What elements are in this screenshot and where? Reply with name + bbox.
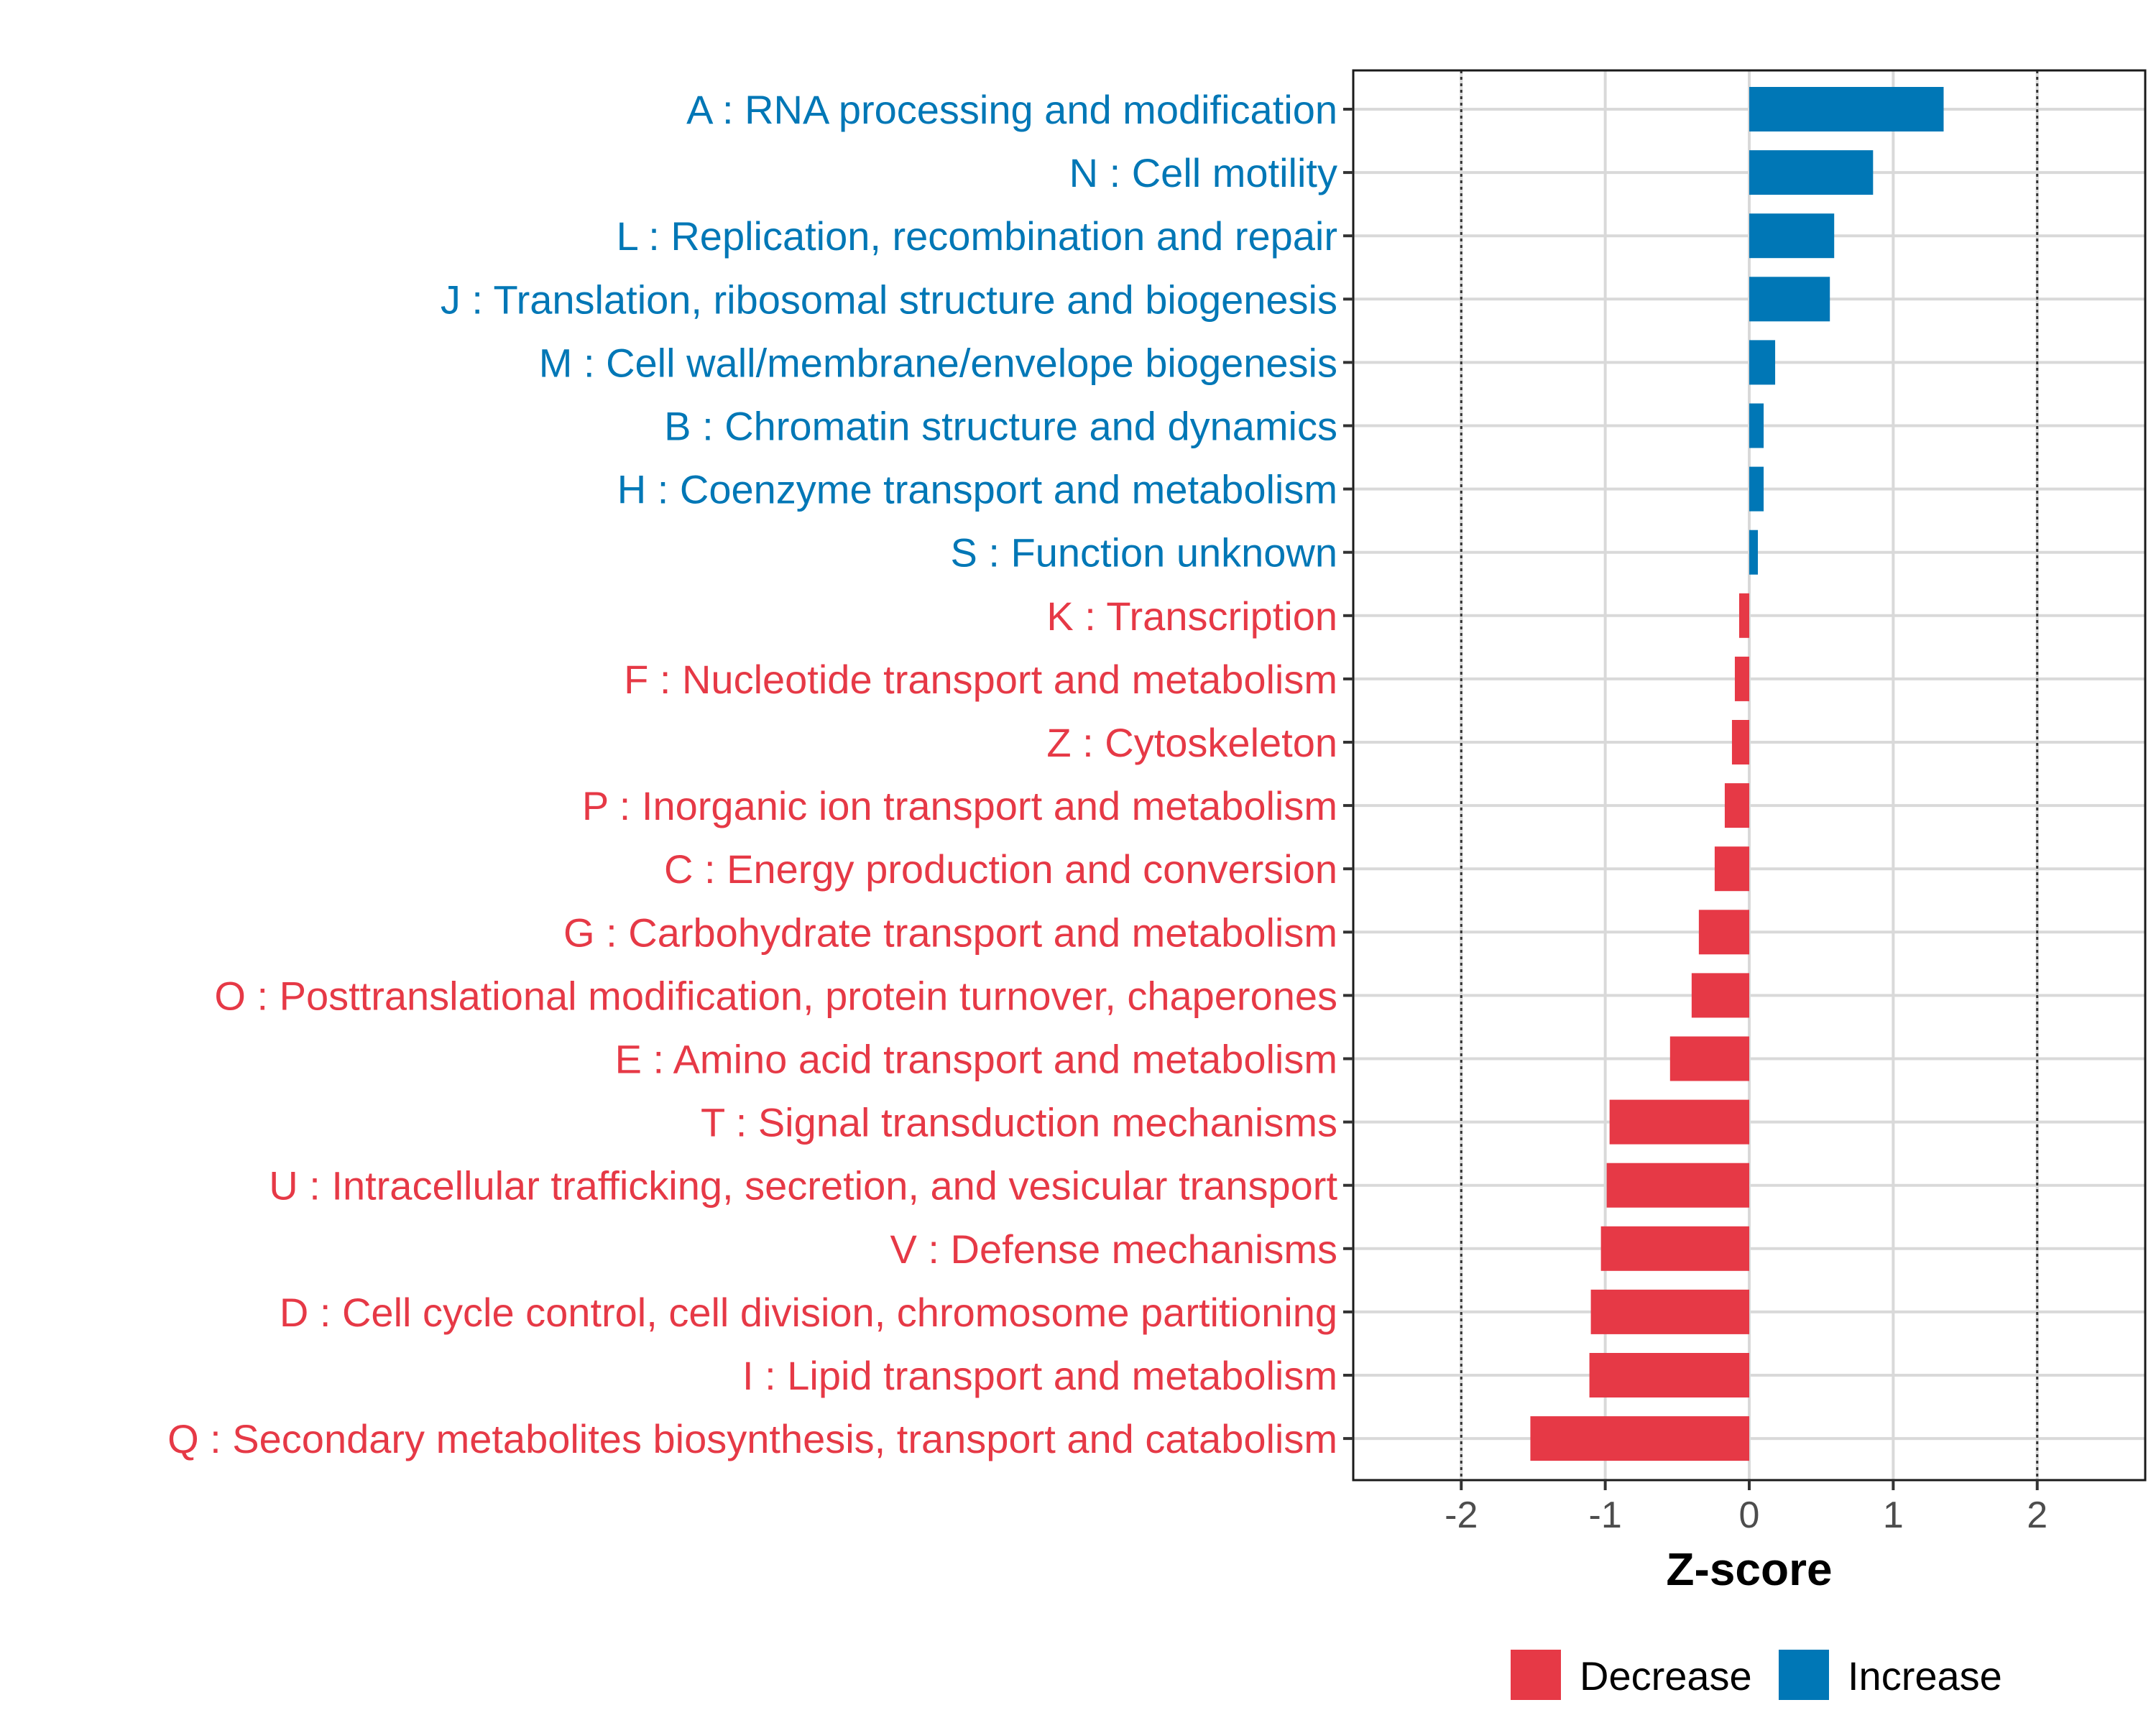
category-label: D : Cell cycle control, cell division, c… [280, 1290, 1337, 1335]
category-label: S : Function unknown [950, 530, 1337, 576]
category-label: G : Carbohydrate transport and metabolis… [563, 910, 1337, 955]
y-axis-ticks [1343, 108, 1353, 1441]
legend: Decrease Increase [1511, 1650, 2002, 1700]
bar [1749, 87, 1944, 131]
category-label: P : Inorganic ion transport and metaboli… [582, 783, 1337, 828]
category-label: K : Transcription [1046, 593, 1337, 639]
category-label: V : Defense mechanisms [890, 1226, 1337, 1272]
x-axis-ticks: -2 -1 0 1 2 [1445, 1480, 2047, 1536]
category-label: O : Posttranslational modification, prot… [214, 973, 1337, 1018]
bar [1669, 1036, 1749, 1081]
x-axis-title: Z-score [1666, 1543, 1832, 1595]
category-label: I : Lipid transport and metabolism [742, 1353, 1337, 1398]
category-label: E : Amino acid transport and metabolism [615, 1037, 1337, 1082]
category-label: T : Signal transduction mechanisms [701, 1100, 1337, 1145]
category-label: U : Intracellular trafficking, secretion… [269, 1163, 1337, 1209]
bar [1724, 783, 1749, 828]
category-label: L : Replication, recombination and repai… [617, 213, 1337, 259]
bar [1606, 1163, 1749, 1208]
legend-swatch [1511, 1650, 1561, 1700]
bar [1691, 973, 1749, 1018]
category-label: N : Cell motility [1069, 150, 1337, 195]
bar [1698, 910, 1749, 955]
category-label: A : RNA processing and modification [686, 87, 1337, 132]
x-tick-label: 0 [1739, 1494, 1760, 1536]
bar [1590, 1289, 1749, 1334]
category-label: H : Coenzyme transport and metabolism [617, 467, 1337, 512]
x-tick-label: -2 [1445, 1494, 1478, 1536]
x-tick-label: -1 [1589, 1494, 1622, 1536]
bar [1530, 1416, 1749, 1461]
category-label: B : Chromatin structure and dynamics [664, 404, 1337, 449]
bar [1749, 466, 1764, 512]
bar [1589, 1353, 1749, 1397]
bar [1731, 720, 1749, 764]
category-label: Z : Cytoskeleton [1046, 720, 1337, 765]
x-tick-label: 1 [1883, 1494, 1904, 1536]
bar [1749, 277, 1830, 322]
reference-lines [1460, 70, 2039, 1480]
bar [1749, 213, 1835, 259]
bar [1749, 403, 1764, 448]
bar [1749, 340, 1776, 385]
legend-swatch [1779, 1650, 1829, 1700]
bar [1749, 530, 1759, 575]
y-axis-category-labels: A : RNA processing and modification N : C… [167, 87, 1337, 1461]
category-label: C : Energy production and conversion [664, 846, 1337, 892]
bar [1734, 656, 1749, 701]
bar-layer [1530, 87, 1944, 1461]
x-tick-label: 2 [2027, 1494, 2047, 1536]
category-label: M : Cell wall/membrane/envelope biogenes… [539, 340, 1337, 385]
category-label: Q : Secondary metabolites biosynthesis, … [167, 1416, 1337, 1461]
bar [1600, 1226, 1749, 1271]
category-label: J : Translation, ribosomal structure and… [441, 277, 1337, 322]
legend-label: Decrease [1580, 1653, 1752, 1699]
bar [1738, 593, 1749, 638]
bar [1749, 150, 1874, 195]
category-label: F : Nucleotide transport and metabolism [624, 657, 1337, 702]
legend-label: Increase [1848, 1653, 2002, 1699]
bar [1609, 1099, 1749, 1145]
bar [1714, 846, 1749, 892]
